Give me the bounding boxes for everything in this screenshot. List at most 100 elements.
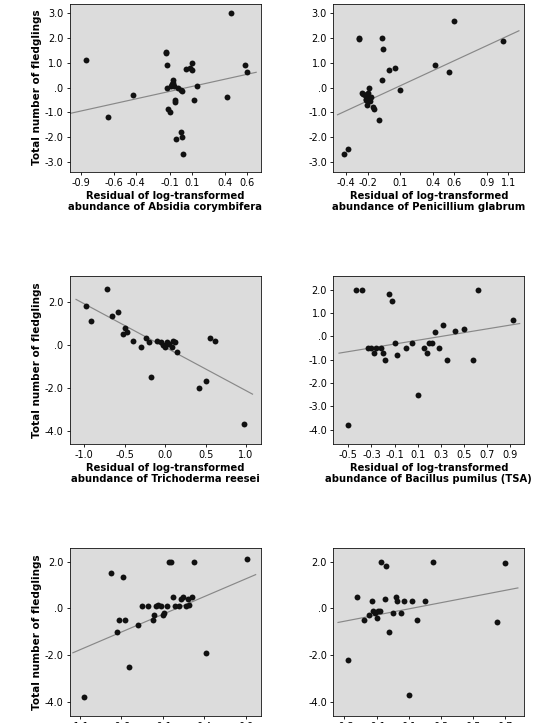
Point: [182, 64, 190, 75]
Point: [425, 338, 434, 349]
Point: [108, 309, 117, 321]
Point: [163, 337, 171, 348]
Point: [169, 77, 177, 88]
Point: [159, 339, 168, 351]
Point: [177, 594, 185, 605]
Point: [372, 342, 380, 354]
Point: [118, 571, 127, 583]
Point: [379, 43, 387, 55]
Point: [162, 46, 171, 58]
Point: [434, 342, 443, 354]
Point: [499, 35, 507, 46]
Point: [157, 600, 165, 612]
Point: [171, 600, 179, 612]
Point: [137, 600, 146, 612]
Point: [179, 148, 187, 160]
Point: [493, 617, 501, 628]
Y-axis label: Total number of fledglings: Total number of fledglings: [32, 282, 42, 437]
Y-axis label: Total number of fledglings: Total number of fledglings: [32, 10, 42, 166]
Point: [412, 615, 421, 626]
Point: [183, 594, 192, 605]
Point: [166, 80, 175, 92]
Point: [169, 335, 178, 347]
Point: [340, 148, 348, 160]
Point: [128, 89, 137, 100]
Point: [501, 557, 509, 569]
Point: [174, 82, 182, 93]
Point: [243, 66, 251, 77]
Point: [352, 284, 361, 296]
Point: [360, 89, 369, 100]
Point: [343, 654, 352, 666]
Point: [370, 103, 379, 114]
Point: [359, 88, 368, 100]
Point: [366, 92, 375, 103]
Point: [392, 591, 400, 602]
Point: [163, 59, 172, 71]
Point: [374, 605, 383, 617]
Point: [169, 591, 177, 602]
Point: [164, 103, 173, 114]
Point: [378, 74, 386, 86]
Point: [202, 647, 210, 659]
Point: [150, 609, 158, 621]
Point: [103, 283, 111, 294]
Point: [167, 78, 176, 90]
Point: [377, 342, 385, 354]
Point: [469, 354, 478, 365]
Point: [371, 607, 379, 619]
Point: [450, 325, 459, 336]
Point: [166, 556, 175, 568]
Point: [364, 609, 373, 621]
Point: [161, 341, 170, 353]
Point: [429, 556, 437, 568]
Point: [165, 556, 173, 568]
Point: [157, 337, 165, 348]
Point: [377, 556, 386, 568]
Point: [143, 600, 152, 612]
Point: [361, 93, 370, 105]
Point: [169, 74, 177, 86]
Point: [353, 591, 362, 602]
Point: [107, 568, 116, 579]
Point: [177, 85, 185, 96]
Point: [393, 349, 401, 361]
Point: [171, 94, 179, 106]
Point: [385, 64, 394, 76]
Point: [408, 596, 416, 607]
Point: [508, 315, 517, 326]
Point: [363, 87, 372, 98]
Point: [243, 554, 251, 565]
Point: [223, 92, 232, 103]
Point: [79, 691, 88, 703]
Point: [421, 596, 429, 607]
Point: [361, 94, 370, 106]
Point: [148, 615, 157, 626]
Point: [133, 619, 142, 630]
Point: [178, 85, 186, 97]
Point: [364, 342, 372, 354]
Point: [160, 607, 169, 619]
Point: [442, 354, 451, 365]
Point: [404, 689, 413, 701]
Point: [400, 596, 408, 607]
Point: [368, 596, 376, 607]
Y-axis label: Total number of fledglings: Total number of fledglings: [32, 554, 42, 709]
Point: [201, 375, 210, 387]
Point: [376, 605, 384, 617]
Point: [115, 615, 124, 626]
X-axis label: Residual of log-transformed
abundance of Bacillus pumilus (TSA): Residual of log-transformed abundance of…: [325, 463, 532, 484]
Point: [460, 324, 468, 335]
Point: [179, 591, 188, 602]
Point: [190, 556, 198, 568]
Point: [388, 607, 397, 619]
Point: [185, 599, 194, 611]
Point: [120, 322, 129, 334]
Point: [380, 594, 389, 605]
Point: [391, 338, 399, 349]
Point: [427, 338, 436, 349]
Point: [381, 354, 389, 365]
Point: [154, 599, 163, 611]
Point: [211, 335, 219, 347]
Point: [82, 55, 90, 67]
